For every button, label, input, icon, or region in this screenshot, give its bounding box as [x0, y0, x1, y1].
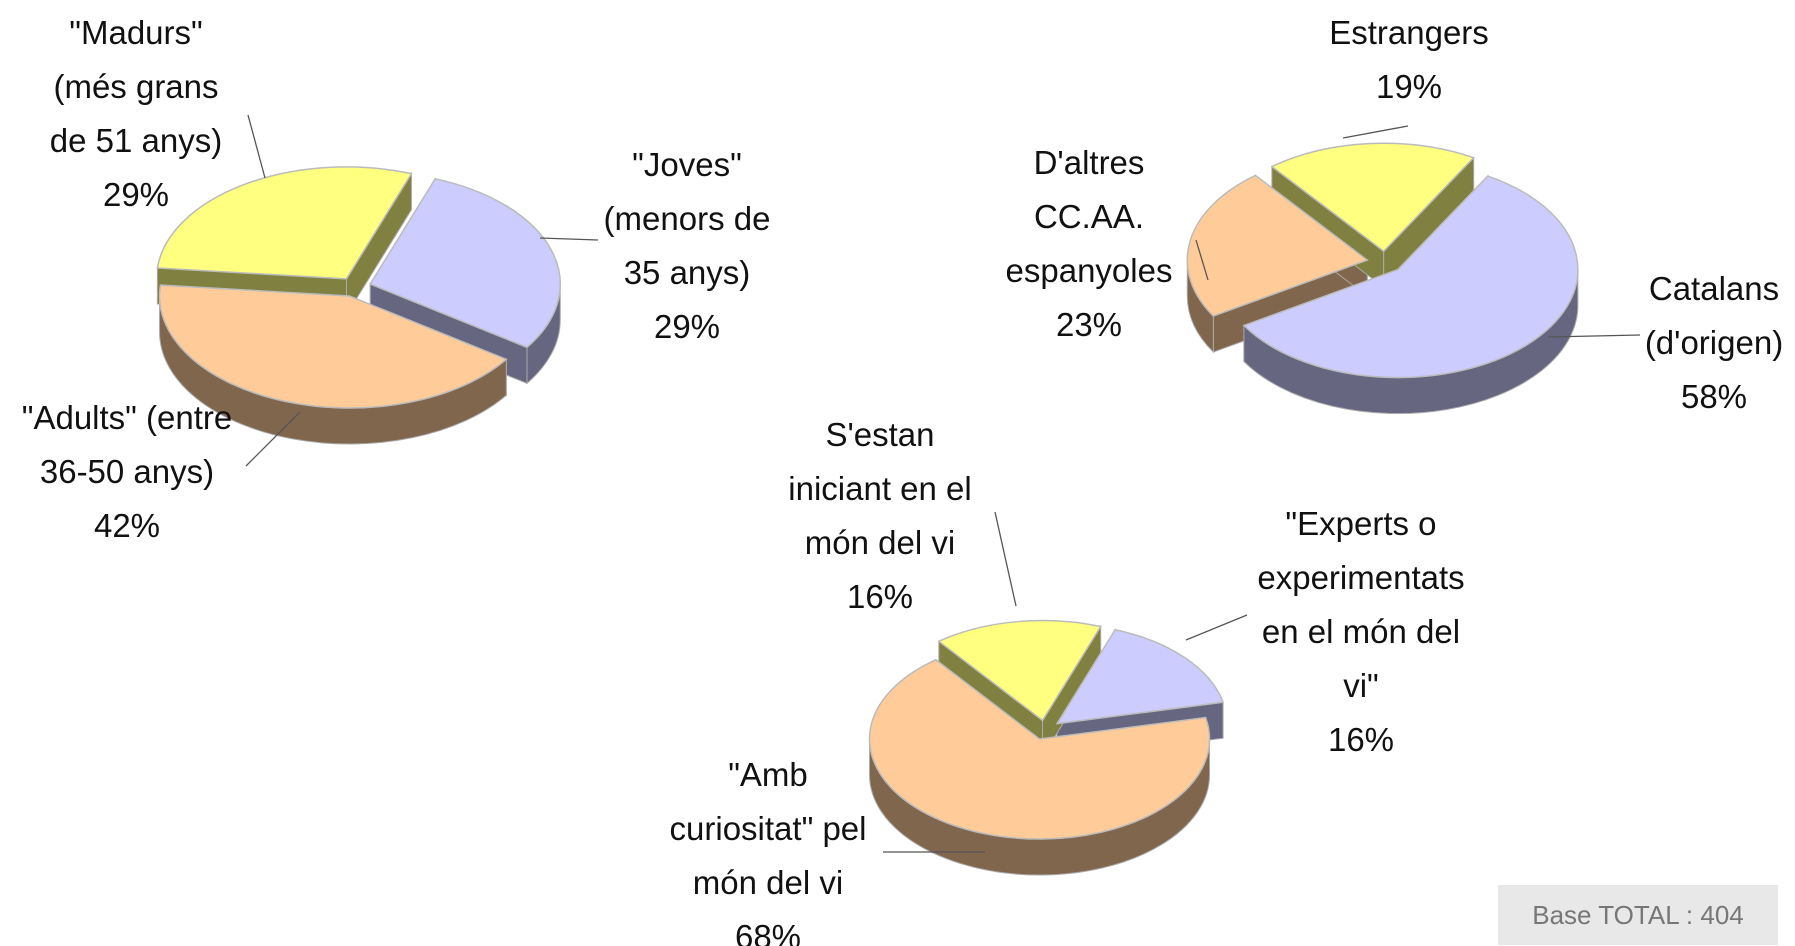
category-label: Estrangers — [1329, 14, 1489, 51]
category-label: Catalans (d'origen) — [1644, 270, 1784, 361]
slice-label: D'altres CC.AA. espanyoles 23% — [1006, 136, 1173, 352]
slice-label: "Adults" (entre 36-50 anys) 42% — [22, 391, 233, 553]
leader-line — [1342, 125, 1409, 139]
leader-line — [1185, 614, 1248, 641]
leader-line — [539, 237, 599, 241]
leader-line — [245, 411, 301, 467]
value-label: 58% — [1680, 378, 1748, 415]
slice-label: "Madurs" (més grans de 51 anys) 29% — [50, 6, 222, 222]
base-note: Base TOTAL : 404 — [1498, 885, 1778, 945]
pie-slice — [1270, 142, 1476, 253]
category-label: D'altres CC.AA. espanyoles — [1005, 144, 1173, 289]
slice-label: "Experts o experimentats en el món del v… — [1257, 497, 1464, 767]
pie-slice — [369, 177, 561, 349]
slice-label: "Joves" (menors de 35 anys) 29% — [604, 138, 771, 354]
category-label: "Madurs" (més grans de 51 anys) — [49, 14, 223, 159]
value-label: 42% — [93, 507, 161, 544]
category-label: S'estan iniciant en el món del vi — [788, 416, 972, 561]
leader-line — [1195, 239, 1209, 281]
category-label: "Adults" (entre 36-50 anys) — [21, 399, 233, 490]
value-label: 29% — [653, 308, 721, 345]
value-label: 29% — [102, 176, 170, 213]
pie-slice — [1242, 175, 1579, 379]
slice-label: S'estan iniciant en el món del vi 16% — [788, 408, 971, 624]
pie-slice — [937, 619, 1102, 722]
value-label: 16% — [1327, 721, 1395, 758]
slice-label: Estrangers 19% — [1329, 6, 1489, 114]
value-label: 23% — [1055, 306, 1123, 343]
value-label: 16% — [846, 578, 914, 615]
leader-line — [1547, 334, 1641, 338]
leader-line — [994, 511, 1017, 607]
pie-slice — [868, 658, 1211, 840]
slice-label: "Amb curiositat" pel món del vi 68% — [670, 748, 867, 946]
value-label: 19% — [1375, 68, 1443, 105]
category-label: "Amb curiositat" pel món del vi — [669, 756, 867, 901]
value-label: 68% — [734, 918, 802, 946]
pie-slice — [158, 284, 508, 409]
pie-slice — [156, 166, 413, 280]
slice-label: Catalans (d'origen) 58% — [1645, 262, 1783, 424]
pie-slice — [1186, 174, 1369, 317]
leader-line — [247, 114, 266, 179]
category-label: "Joves" (menors de 35 anys) — [603, 146, 771, 291]
pie-slice — [1055, 628, 1225, 725]
category-label: "Experts o experimentats en el món del v… — [1257, 505, 1465, 704]
